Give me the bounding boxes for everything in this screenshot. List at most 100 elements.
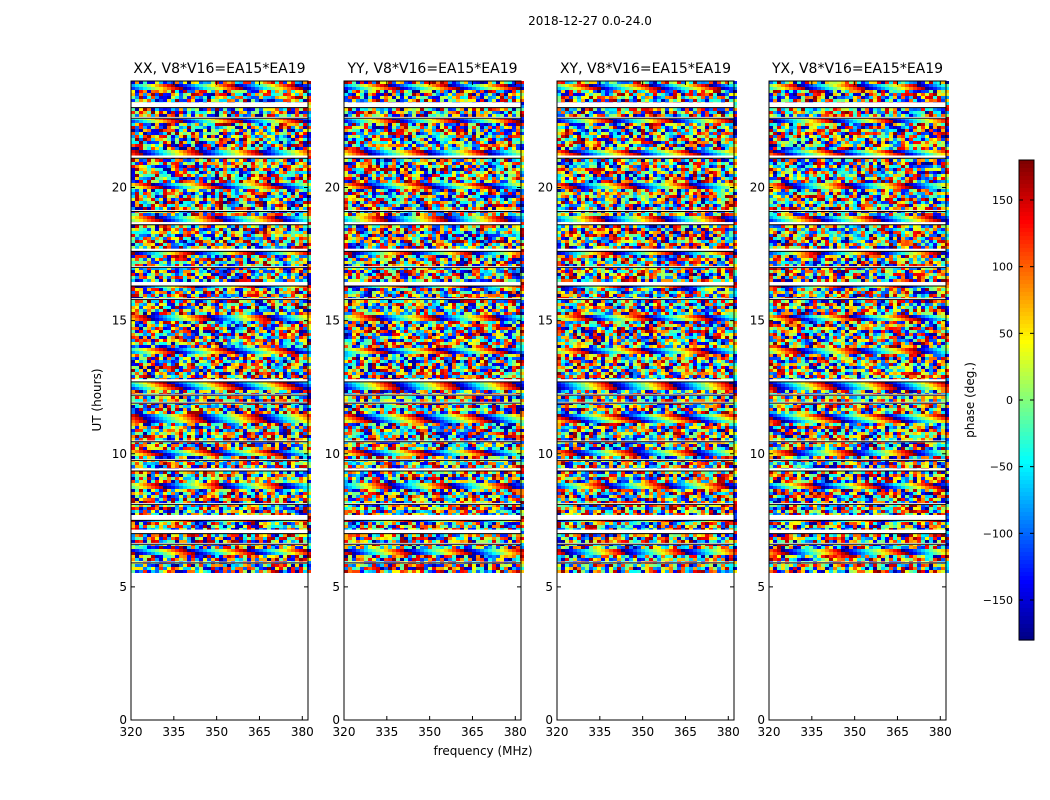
heatmap-cell <box>251 321 255 324</box>
heatmap-cell <box>155 312 159 315</box>
heatmap-cell <box>203 348 207 351</box>
heatmap-cell <box>131 366 135 369</box>
heatmap-cell <box>183 84 187 87</box>
heatmap-cell <box>203 273 207 276</box>
heatmap-cell <box>227 291 231 294</box>
heatmap-cell <box>219 318 223 321</box>
heatmap-cell <box>271 345 275 348</box>
heatmap-cell <box>215 303 219 306</box>
heatmap-cell <box>147 330 151 333</box>
heatmap-cell <box>303 261 307 264</box>
heatmap-cell <box>231 87 235 90</box>
heatmap-cell <box>231 204 235 207</box>
heatmap-cell <box>199 273 203 276</box>
heatmap-cell <box>275 375 279 378</box>
heatmap-cell <box>191 114 195 117</box>
heatmap-cell <box>207 90 211 93</box>
heatmap-cell <box>179 333 183 336</box>
heatmap-cell <box>207 279 211 282</box>
heatmap-cell <box>283 384 287 387</box>
heatmap-cell <box>211 387 215 390</box>
heatmap-cell <box>287 243 291 246</box>
heatmap-cell <box>179 330 183 333</box>
heatmap-cell <box>275 204 279 207</box>
heatmap-cell <box>303 111 307 114</box>
heatmap-cell <box>247 273 251 276</box>
heatmap-cell <box>247 264 251 267</box>
heatmap-cell <box>267 204 271 207</box>
heatmap-cell <box>271 180 275 183</box>
heatmap-cell <box>279 255 283 258</box>
heatmap-cell <box>179 129 183 132</box>
heatmap-cell <box>159 336 163 339</box>
heatmap-cell <box>223 87 227 90</box>
heatmap-cell <box>271 294 275 297</box>
heatmap-cell <box>215 216 219 219</box>
heatmap-cell <box>259 252 263 255</box>
heatmap-cell <box>211 354 215 357</box>
heatmap-cell <box>263 204 267 207</box>
heatmap-cell <box>151 162 155 165</box>
heatmap-cell <box>167 309 171 312</box>
heatmap-cell <box>251 363 255 366</box>
heatmap-cell <box>131 354 135 357</box>
heatmap-cell <box>171 90 175 93</box>
heatmap-cell <box>259 243 263 246</box>
heatmap-cell <box>135 231 139 234</box>
heatmap-cell <box>147 381 151 384</box>
heatmap-cell <box>195 270 199 273</box>
heatmap-cell <box>203 309 207 312</box>
heatmap-cell <box>131 135 135 138</box>
heatmap-cell <box>303 90 307 93</box>
heatmap-cell <box>291 201 295 204</box>
heatmap-cell <box>283 135 287 138</box>
heatmap-cell <box>171 99 175 102</box>
heatmap-cell <box>255 339 259 342</box>
heatmap-cell <box>271 192 275 195</box>
heatmap-cell <box>131 120 135 123</box>
heatmap-cell <box>163 270 167 273</box>
heatmap-cell <box>255 147 259 150</box>
heatmap-cell <box>147 186 151 189</box>
heatmap-cell <box>143 255 147 258</box>
heatmap-cell <box>179 336 183 339</box>
heatmap-cell <box>263 192 267 195</box>
heatmap-cell <box>267 147 271 150</box>
heatmap-cell <box>251 375 255 378</box>
heatmap-cell <box>267 114 271 117</box>
heatmap-cell <box>171 198 175 201</box>
heatmap-cell <box>239 183 243 186</box>
heatmap-cell <box>199 150 203 153</box>
heatmap-cell <box>227 330 231 333</box>
heatmap-cell <box>235 261 239 264</box>
heatmap-cell <box>211 108 215 111</box>
heatmap-cell <box>203 216 207 219</box>
heatmap-cell <box>267 306 271 309</box>
heatmap-cell <box>135 363 139 366</box>
heatmap-cell <box>155 81 159 84</box>
heatmap-cell <box>131 198 135 201</box>
heatmap-cell <box>247 108 251 111</box>
heatmap-cell <box>211 375 215 378</box>
heatmap-cell <box>287 360 291 363</box>
heatmap-cell <box>291 90 295 93</box>
heatmap-cell <box>267 255 271 258</box>
heatmap-cell <box>223 93 227 96</box>
heatmap-cell <box>151 339 155 342</box>
heatmap-cell <box>167 279 171 282</box>
heatmap-cell <box>251 192 255 195</box>
heatmap-cell <box>283 372 287 375</box>
heatmap-cell <box>247 96 251 99</box>
heatmap-cell <box>243 180 247 183</box>
heatmap-cell <box>239 300 243 303</box>
heatmap-cell <box>183 258 187 261</box>
heatmap-cell <box>299 144 303 147</box>
heatmap-cell <box>219 186 223 189</box>
heatmap-cell <box>243 228 247 231</box>
heatmap-cell <box>151 405 155 408</box>
heatmap-cell <box>227 294 231 297</box>
heatmap-cell <box>263 237 267 240</box>
heatmap-cell <box>219 240 223 243</box>
heatmap-cell <box>131 111 135 114</box>
heatmap-cell <box>255 171 259 174</box>
